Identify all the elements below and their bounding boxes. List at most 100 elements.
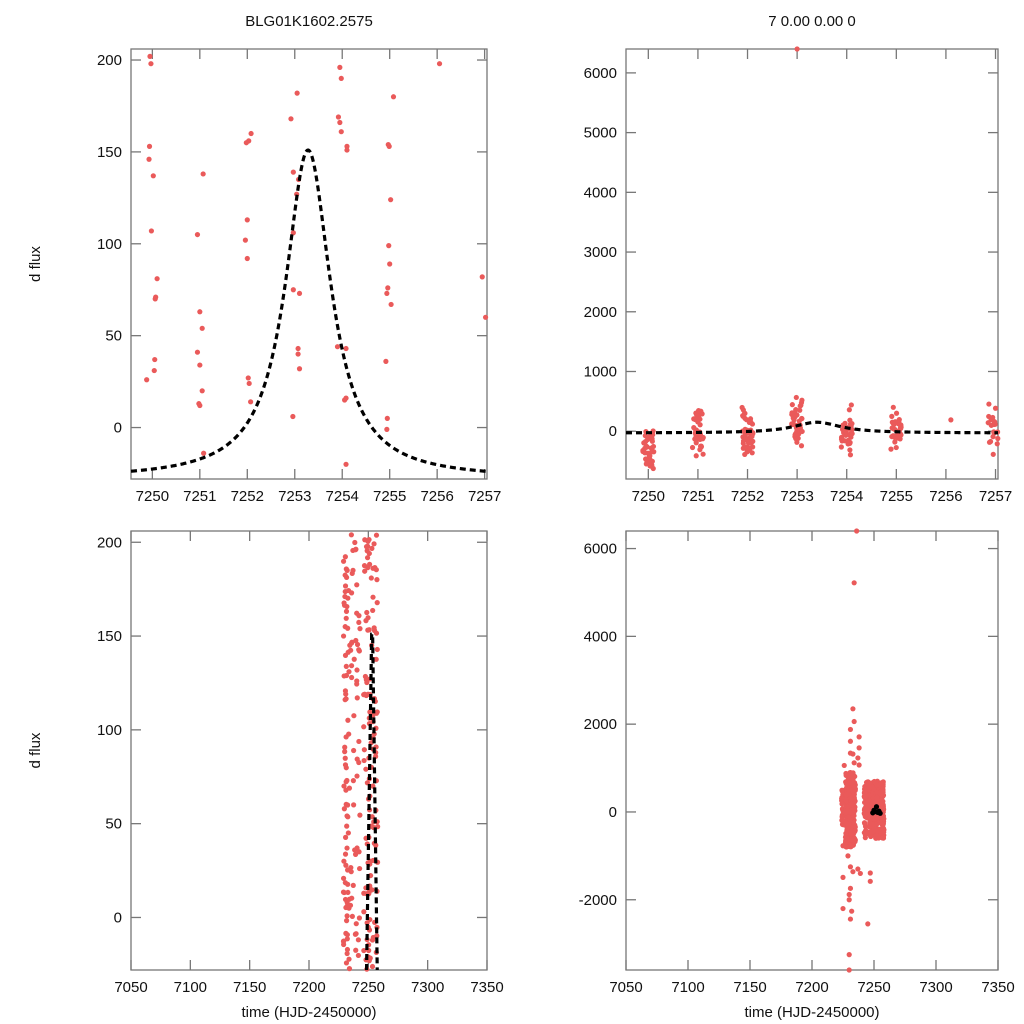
- data-point: [345, 802, 351, 808]
- data-point: [851, 760, 857, 766]
- data-point: [342, 588, 348, 595]
- data-point: [840, 843, 846, 849]
- data-point: [842, 809, 849, 816]
- data-point: [870, 821, 876, 827]
- data-point: [847, 452, 854, 458]
- data-point: [197, 402, 203, 409]
- data-point: [357, 626, 363, 632]
- data-point: [872, 779, 879, 786]
- data-point: [862, 832, 869, 838]
- data-point: [851, 813, 857, 819]
- data-point: [839, 814, 845, 820]
- data-point: [344, 813, 350, 819]
- data-point: [365, 543, 371, 549]
- x-tick-label: 7050: [114, 979, 147, 996]
- data-point: [862, 821, 868, 827]
- data-point: [343, 765, 349, 771]
- data-point: [354, 695, 360, 701]
- data-point: [356, 915, 363, 921]
- x-axis-label: time (HJD-2450000): [744, 1004, 879, 1021]
- data-point: [345, 595, 351, 601]
- x-tick-label: 7100: [174, 979, 207, 996]
- data-point: [346, 785, 353, 791]
- data-point: [847, 726, 854, 733]
- y-tick-label: 50: [105, 328, 122, 345]
- data-point: [862, 794, 868, 800]
- data-point: [243, 140, 249, 146]
- data-point: [349, 639, 355, 645]
- data-point: [344, 823, 350, 829]
- panel-bottom-right: 7050 7100 7150 7200 7250 7300 7350 -2000 0 2000 40…: [579, 528, 1015, 1021]
- data-point: [344, 913, 350, 919]
- data-point: [342, 755, 348, 761]
- data-point: [342, 583, 349, 589]
- data-point: [363, 766, 369, 772]
- data-point: [345, 625, 351, 631]
- data-point: [642, 438, 649, 445]
- data-point: [154, 276, 160, 282]
- x-tick-label: 7253: [780, 488, 813, 505]
- panel-top-left: 7250 7251 7252 7253 7254 7255 7256 7257 0 50 100 15…: [27, 13, 501, 505]
- data-point: [880, 821, 886, 827]
- data-point: [796, 418, 802, 424]
- data-point: [846, 780, 853, 786]
- data-point: [354, 756, 360, 762]
- data-point: [338, 129, 344, 135]
- y-tick-label: 150: [97, 144, 122, 161]
- y-tick-label: 0: [609, 423, 617, 440]
- data-point: [344, 603, 350, 610]
- data-point: [346, 669, 352, 675]
- data-point: [792, 411, 798, 418]
- data-point: [356, 738, 362, 745]
- data-point: [342, 697, 348, 703]
- panel-title: 7 0.00 0.00 0: [768, 13, 856, 30]
- data-point: [354, 641, 361, 648]
- data-point: [356, 619, 362, 626]
- data-point: [197, 362, 203, 368]
- data-point: [889, 413, 895, 419]
- y-tick-label: 100: [97, 722, 122, 739]
- x-tick-label: 7253: [278, 488, 311, 505]
- data-point: [335, 114, 342, 120]
- data-point: [201, 450, 207, 456]
- data-point: [152, 296, 158, 302]
- data-point: [643, 443, 649, 449]
- data-point: [948, 417, 954, 423]
- x-tick-label: 7250: [352, 979, 385, 996]
- data-point: [876, 828, 883, 834]
- data-point: [384, 426, 390, 432]
- panel-top-right: 7250 7251 7252 7253 7254 7255 7256 7257 0 1000 200…: [584, 13, 1013, 505]
- data-point: [197, 309, 203, 315]
- data-point: [843, 772, 849, 779]
- data-point: [851, 580, 857, 586]
- data-point: [749, 444, 755, 450]
- data-point: [369, 545, 375, 552]
- data-point: [200, 171, 206, 177]
- data-point: [693, 453, 699, 459]
- y-tick-label: 0: [114, 420, 122, 437]
- data-point: [337, 119, 343, 126]
- data-point: [844, 827, 850, 833]
- data-point: [649, 458, 655, 465]
- x-tick-label: 7256: [929, 488, 962, 505]
- data-point: [693, 440, 699, 446]
- data-points: [340, 532, 381, 972]
- data-point: [365, 615, 371, 621]
- data-point: [745, 440, 752, 446]
- x-tick-label: 7300: [411, 979, 444, 996]
- data-point: [870, 786, 877, 792]
- data-point: [742, 444, 748, 450]
- data-point: [352, 539, 358, 546]
- data-point: [344, 946, 351, 953]
- data-points: [625, 46, 1001, 472]
- data-point: [873, 835, 879, 841]
- data-point: [295, 345, 301, 352]
- data-point: [368, 575, 374, 581]
- data-point: [383, 358, 389, 364]
- data-point: [343, 345, 349, 352]
- data-point: [152, 356, 158, 363]
- data-point: [369, 963, 376, 970]
- data-point: [838, 444, 844, 450]
- data-point: [364, 548, 370, 554]
- data-point: [365, 538, 371, 545]
